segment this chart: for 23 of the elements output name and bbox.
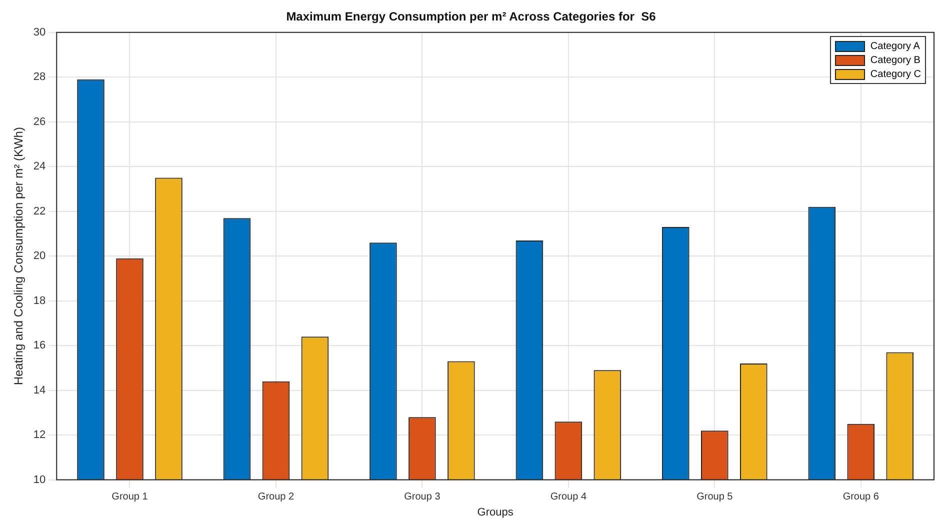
x-tick-label: Group 2 <box>258 492 294 503</box>
y-tick-label: 14 <box>33 384 46 396</box>
y-tick-label: 24 <box>33 160 46 173</box>
y-tick-label: 20 <box>33 250 46 262</box>
chart-title: Maximum Energy Consumption per m² Across Categories for S6 <box>286 10 656 24</box>
legend-label: Category B <box>869 54 921 67</box>
y-tick-label: 12 <box>33 429 46 442</box>
y-tick-label: 26 <box>33 116 46 128</box>
y-tick-label: 16 <box>33 340 46 352</box>
y-tick-label: 30 <box>33 26 46 38</box>
y-tick-label: 18 <box>33 294 46 307</box>
x-axis-title: Groups <box>477 506 514 518</box>
x-tick-label: Group 4 <box>550 492 587 503</box>
y-axis-title: Heating and Cooling Consumption per m² (KWh) <box>12 127 26 386</box>
legend-label: Category C <box>869 68 921 81</box>
x-tick-label: Group 1 <box>112 492 148 503</box>
legend-label: Category A <box>869 40 921 53</box>
y-tick-label: 28 <box>33 71 46 84</box>
x-tick-label: Group 6 <box>842 492 880 503</box>
x-tick-label: Group 5 <box>696 492 734 503</box>
x-tick-label: Group 3 <box>404 492 441 503</box>
y-tick-label: 22 <box>33 205 46 218</box>
y-tick-label: 10 <box>33 474 46 486</box>
